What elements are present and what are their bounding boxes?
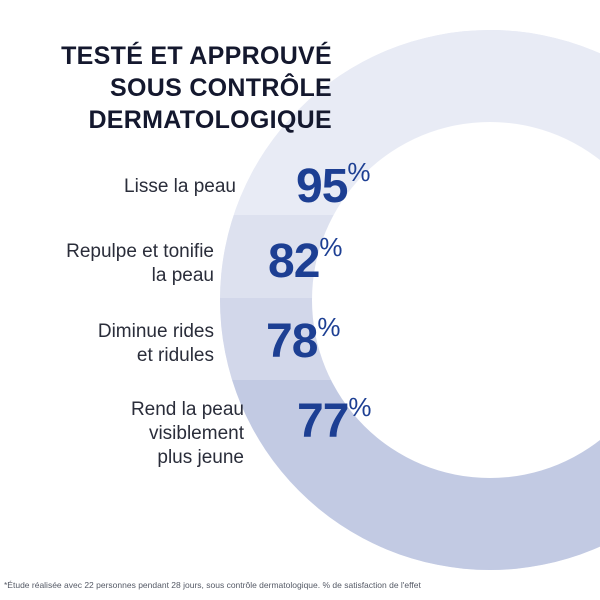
- result-label-4: Rend la peau visiblement plus jeune: [131, 398, 244, 470]
- label-line: Rend la peau: [130, 399, 244, 420]
- label-line: et ridules: [136, 345, 214, 366]
- ring-band-3: [220, 298, 600, 380]
- percent-sign: %: [319, 232, 343, 262]
- percent-value: 95: [296, 160, 348, 213]
- label-line: Diminue rides: [97, 321, 214, 342]
- result-value-1: 95%: [296, 159, 371, 213]
- label-line: Repulpe et tonifie: [66, 241, 214, 262]
- label-line: Lisse la peau: [124, 176, 236, 197]
- percent-value: 78: [266, 315, 318, 368]
- percent-value: 77: [297, 395, 349, 448]
- result-label-2: Repulpe et tonifie la peau: [66, 240, 214, 288]
- result-value-4: 77%: [297, 394, 372, 448]
- result-label-3: Diminue rides et ridules: [98, 320, 214, 368]
- result-value-3: 78%: [266, 314, 341, 368]
- percent-value: 82: [268, 235, 320, 288]
- result-label-1: Lisse la peau: [124, 175, 236, 199]
- ring-band-2: [220, 215, 600, 298]
- result-value-2: 82%: [268, 234, 343, 288]
- footnote: *Étude réalisée avec 22 personnes pendan…: [4, 580, 421, 590]
- title-line: DERMATOLOGIQUE: [88, 106, 332, 134]
- percent-sign: %: [348, 392, 372, 422]
- label-line: visiblement: [148, 423, 244, 444]
- label-line: plus jeune: [157, 447, 244, 468]
- label-line: la peau: [151, 265, 214, 286]
- percent-sign: %: [317, 312, 341, 342]
- title-line: SOUS CONTRÔLE: [110, 74, 332, 102]
- title-line: TESTÉ ET APPROUVÉ: [61, 42, 332, 70]
- page-title: TESTÉ ET APPROUVÉ SOUS CONTRÔLE DERMATOL…: [12, 40, 332, 136]
- percent-sign: %: [347, 157, 371, 187]
